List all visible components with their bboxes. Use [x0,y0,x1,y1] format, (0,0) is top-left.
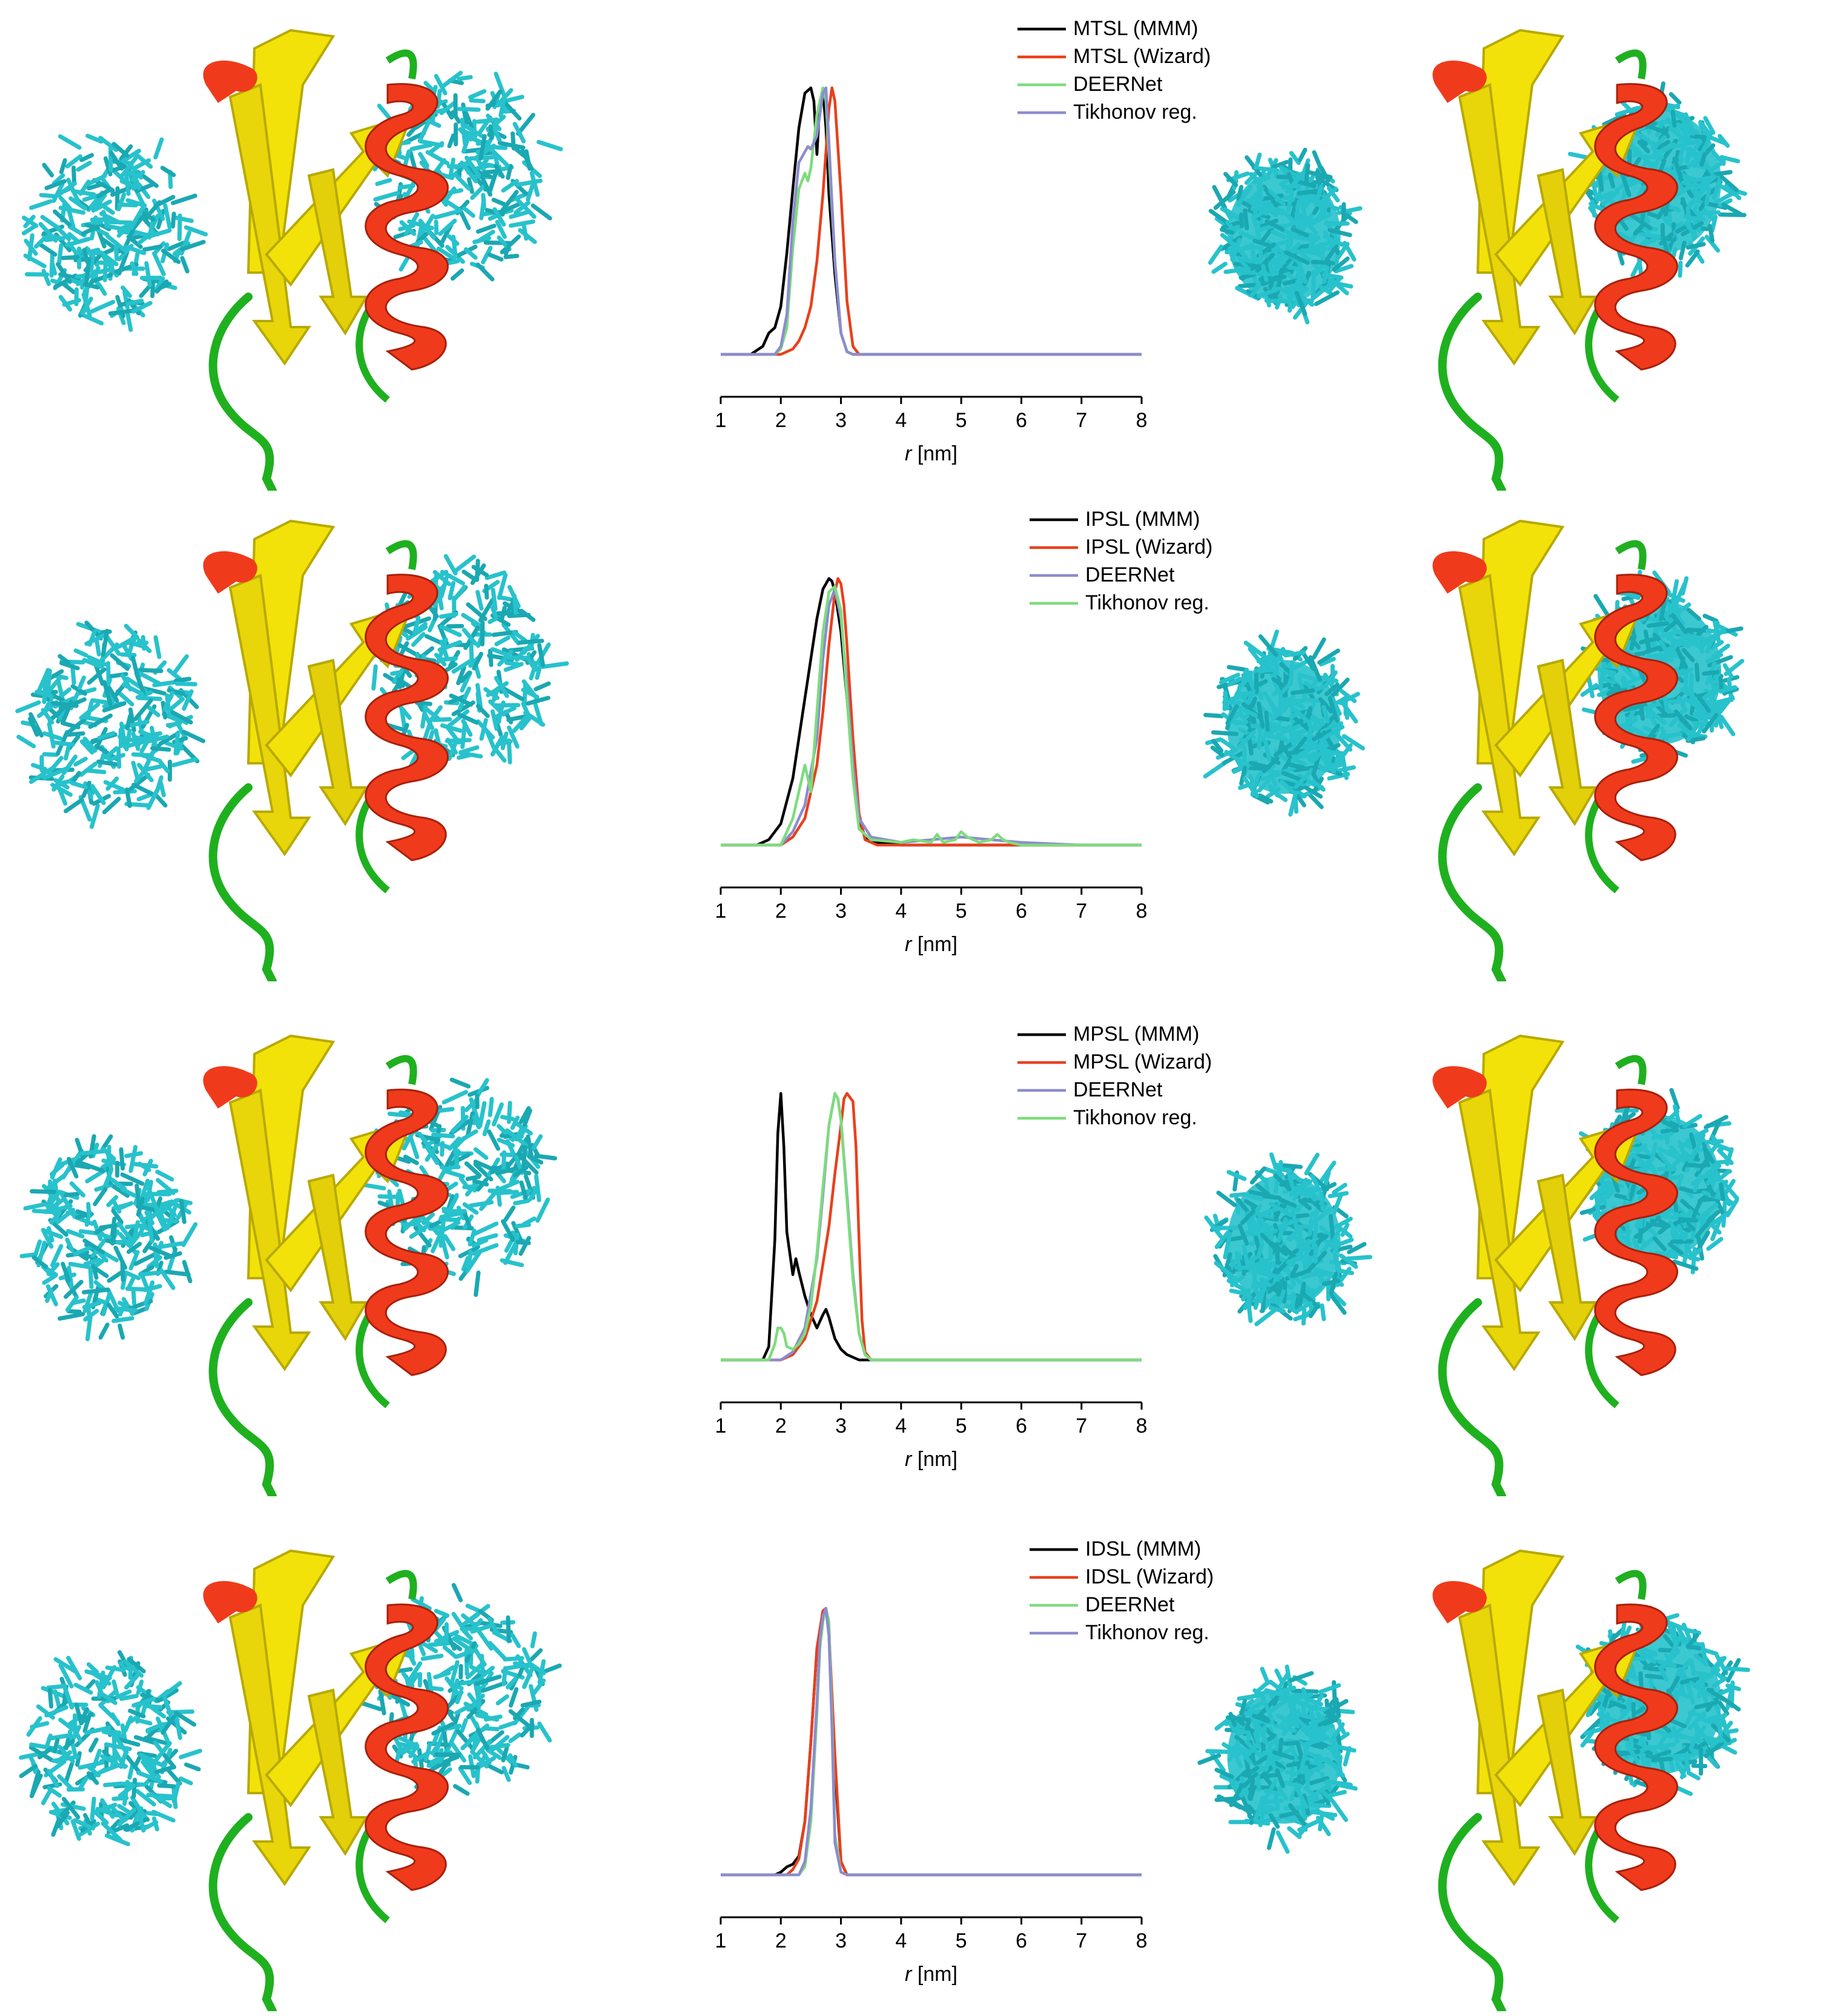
series-line-3 [721,1606,1142,1877]
protein-ensemble-structure [15,497,569,981]
x-axis-label: r [nm] [905,1448,957,1471]
legend-label: DEERNet [1085,563,1175,586]
legend-label: Tikhonov reg. [1085,1621,1209,1644]
x-tick-label: 1 [715,1414,727,1437]
spin-label-ensemble [15,620,206,829]
protein-density-structure [1208,6,1747,491]
distance-distribution-chart: 1 2 3 4 5 6 7 8 r [nm] MTSL (MMM) MTSL (Wizard) DEE… [715,17,1211,465]
protein-density-structure [1197,1527,1750,2011]
series-line-1 [721,86,1142,356]
spin-label-ensemble [19,1134,198,1342]
series-line-2 [721,1606,1142,1877]
legend-label: Tikhonov reg. [1073,1106,1197,1129]
x-tick-label: 6 [1016,1929,1027,1952]
x-tick-label: 7 [1076,409,1087,432]
spin-label-ensemble [1208,147,1363,325]
series-line-2 [721,86,1142,356]
x-tick-label: 3 [835,1929,847,1952]
series-line-1 [721,1092,1142,1362]
protein-density-structure [1204,1012,1739,1496]
legend-label: MTSL (MMM) [1073,17,1198,40]
figure-row-2: 1 2 3 4 5 6 7 8 r [nm] IPSL (MMM) IPSL (Wizard) DEE… [0,491,1829,981]
protein-ensemble-structure [19,1527,562,2011]
x-tick-label: 5 [956,1414,967,1437]
legend-label: DEERNet [1073,1078,1163,1101]
spin-label-ensemble [1203,629,1365,817]
x-tick-label: 8 [1136,409,1148,432]
legend-label: Tikhonov reg. [1073,101,1197,124]
x-tick-label: 7 [1076,1414,1087,1437]
x-tick-label: 4 [895,409,907,432]
legend-label: MPSL (Wizard) [1073,1050,1212,1073]
x-tick-label: 2 [775,1414,787,1437]
x-tick-label: 5 [956,900,967,923]
x-tick-label: 2 [775,1929,787,1952]
distance-distribution-chart: 1 2 3 4 5 6 7 8 r [nm] IDSL (MMM) IDSL (Wizard) DEE… [715,1537,1214,1986]
series-line-2 [721,577,1142,847]
series-line-4 [721,86,1142,356]
figure-row-4: 1 2 3 4 5 6 7 8 r [nm] IDSL (MMM) IDSL (Wizard) DEE… [0,1520,1829,2011]
legend-label: MPSL (MMM) [1073,1023,1199,1046]
legend-label: DEERNet [1085,1593,1175,1616]
x-axis-label: r [nm] [905,933,957,956]
legend-label: Tikhonov reg. [1085,591,1209,614]
protein-ensemble-structure [21,6,563,491]
x-tick-label: 7 [1076,1929,1087,1952]
legend-label: IDSL (Wizard) [1085,1565,1214,1588]
x-tick-label: 5 [956,1929,967,1952]
x-tick-label: 4 [895,1929,907,1952]
x-tick-label: 4 [895,1414,907,1437]
legend-label: IDSL (MMM) [1085,1537,1201,1560]
spin-label-ensemble [1204,1152,1372,1327]
series-line-4 [721,1092,1142,1362]
x-tick-label: 6 [1016,1414,1027,1437]
x-axis-label: r [nm] [905,1963,957,1986]
x-tick-label: 8 [1136,1414,1148,1437]
x-tick-label: 3 [835,1414,847,1437]
series-line-4 [721,1606,1142,1877]
x-tick-label: 2 [775,900,787,923]
series-line-3 [721,588,1142,847]
x-tick-label: 1 [715,409,727,432]
x-tick-label: 3 [835,900,847,923]
x-tick-label: 4 [895,900,907,923]
series-line-1 [721,1606,1142,1877]
x-tick-label: 6 [1016,409,1027,432]
x-axis-label: r [nm] [905,442,957,465]
legend-label: DEERNet [1073,73,1163,96]
legend-label: MTSL (Wizard) [1073,45,1211,68]
figure-row-1: 1 2 3 4 5 6 7 8 r [nm] MTSL (MMM) MTSL (Wizard) DEE… [0,0,1829,491]
protein-ensemble-structure [19,1012,557,1496]
x-tick-label: 5 [956,409,967,432]
x-tick-label: 3 [835,409,847,432]
x-tick-label: 2 [775,409,787,432]
series-line-4 [721,585,1142,847]
distance-distribution-chart: 1 2 3 4 5 6 7 8 r [nm] MPSL (MMM) MPSL (Wizard) DEE… [715,1023,1212,1471]
spin-label-ensemble [1197,1664,1358,1854]
x-tick-label: 8 [1136,1929,1148,1952]
legend-label: IPSL (Wizard) [1085,536,1212,559]
protein-density-structure [1203,497,1745,981]
x-tick-label: 1 [715,1929,727,1952]
distance-distribution-chart: 1 2 3 4 5 6 7 8 r [nm] IPSL (MMM) IPSL (Wizard) DEE… [715,508,1213,956]
spin-label-ensemble [21,133,208,332]
x-tick-label: 1 [715,900,727,923]
legend-label: IPSL (MMM) [1085,508,1200,531]
x-tick-label: 6 [1016,900,1027,923]
spin-label-ensemble [19,1650,202,1846]
x-tick-label: 7 [1076,900,1087,923]
x-tick-label: 8 [1136,900,1148,923]
series-line-3 [721,86,1142,356]
series-line-1 [721,577,1142,847]
figure-row-3: 1 2 3 4 5 6 7 8 r [nm] MPSL (MMM) MPSL (Wizard) DEE… [0,1006,1829,1496]
